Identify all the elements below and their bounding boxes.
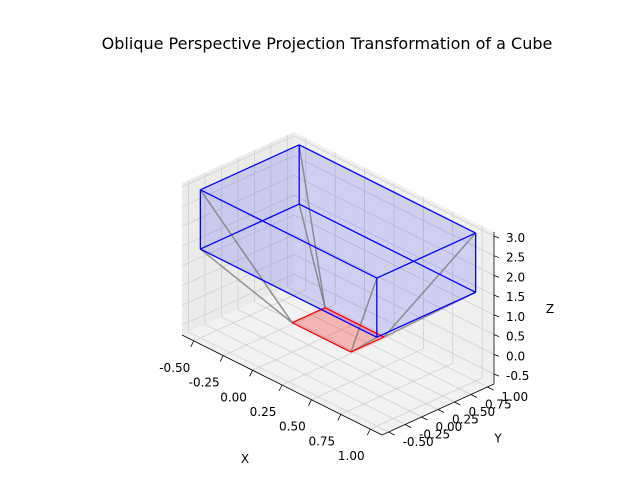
z-tick-label: -0.5: [506, 369, 529, 383]
x-tick-label: -0.25: [189, 376, 220, 390]
z-tick-label: 0.5: [506, 330, 525, 344]
x-tick-label: 0.25: [250, 405, 277, 419]
z-tick: [493, 334, 500, 338]
y-tick: [388, 431, 395, 436]
y-gridline: [254, 150, 455, 403]
z-gridline: [181, 234, 495, 335]
x-tick: [337, 414, 342, 421]
z-tick: [493, 373, 500, 377]
x-tick: [219, 355, 224, 362]
x-gridline: [223, 152, 336, 356]
cube-edge: [200, 203, 300, 250]
projection-line: [298, 144, 326, 308]
y-tick: [421, 416, 428, 421]
grid-lines: [181, 135, 495, 433]
z-gridline: [181, 135, 495, 237]
z-gridline: [181, 273, 495, 375]
z-tick: [493, 235, 500, 239]
cube-face: [200, 144, 300, 250]
cube-face: [200, 189, 377, 338]
x-tick-label: 0.00: [220, 390, 247, 404]
x-tick: [249, 370, 253, 377]
y-tick-label: 0.75: [485, 398, 512, 412]
z-gridline: [181, 174, 495, 276]
x-gridline: [370, 226, 483, 430]
x-gridline: [340, 211, 454, 415]
z-gridline: [181, 253, 495, 355]
z-tick: [493, 314, 500, 318]
x-tick-label: 1.00: [338, 449, 365, 463]
x-tick: [366, 428, 371, 436]
z-tick-label: 2.5: [506, 251, 525, 265]
z-tick-label: 2.0: [506, 270, 525, 284]
x-tick: [190, 340, 195, 348]
cube-face: [200, 204, 476, 338]
z-axis-label: Z: [546, 302, 554, 316]
y-gridline: [270, 142, 472, 395]
projection-line: [199, 248, 293, 324]
projection-edge: [291, 322, 352, 353]
x-tick: [308, 399, 312, 406]
z-tick: [493, 255, 500, 259]
x-tick-label: -0.50: [159, 361, 190, 375]
y-tick: [454, 401, 461, 406]
projection-line: [383, 232, 477, 338]
y-tick: [487, 386, 494, 391]
y-tick-label: 0.25: [452, 413, 479, 427]
x-tick-label: 0.75: [308, 434, 335, 448]
x-gridline: [311, 196, 424, 401]
y-tick: [470, 394, 478, 398]
z-gridline: [181, 194, 495, 296]
projection-face: [292, 307, 384, 353]
projection-edge: [291, 307, 326, 324]
z-tick: [493, 354, 500, 357]
y-axis-label: Y: [493, 432, 502, 446]
x-tick-label: 0.50: [279, 420, 306, 434]
cube-edge: [298, 144, 476, 234]
cube-edge: [376, 291, 476, 338]
y-gridline: [188, 180, 389, 433]
axis-ticks: -0.50-0.250.000.250.500.751.00-0.50-0.25…: [159, 231, 529, 463]
z-gridline: [181, 214, 495, 316]
cube-edge: [200, 189, 378, 279]
cube-edge: [298, 203, 476, 293]
y-tick-label: 0.00: [436, 420, 463, 434]
y-tick-label: -0.50: [403, 435, 434, 449]
y-tick: [404, 424, 412, 428]
cube-faces: [200, 144, 476, 353]
cube-face: [299, 144, 476, 293]
y-gridline: [286, 135, 488, 388]
cube-edge: [200, 248, 378, 338]
x-tick: [278, 384, 283, 392]
cube-face: [376, 233, 476, 338]
y-gridline: [221, 165, 422, 418]
projection-line: [298, 203, 326, 308]
chart-title: Oblique Perspective Projection Transform…: [102, 34, 553, 53]
z-gridline: [181, 155, 495, 257]
projection-edge: [324, 307, 385, 338]
projection-edge: [350, 336, 385, 353]
y-gridline: [204, 172, 406, 425]
projection-line: [199, 189, 293, 324]
z-tick: [493, 294, 500, 298]
z-tick: [493, 275, 500, 278]
z-tick-label: 1.0: [506, 310, 525, 324]
y-tick: [437, 409, 445, 413]
x-gridline: [252, 167, 366, 371]
z-tick-label: 1.5: [506, 290, 525, 304]
cube-edge: [376, 232, 476, 279]
y-tick-label: 0.50: [468, 405, 495, 419]
y-tick-label: -0.25: [419, 428, 450, 442]
cube-edge: [200, 144, 300, 191]
data-lines: [199, 144, 477, 353]
cube-face: [200, 144, 476, 279]
z-tick-label: 0.0: [506, 349, 525, 363]
projection-line: [350, 277, 378, 353]
z-tick-label: 3.0: [506, 231, 525, 245]
y-tick-label: 1.00: [501, 390, 528, 404]
x-axis-label: X: [241, 452, 249, 466]
x-gridline: [281, 182, 395, 386]
